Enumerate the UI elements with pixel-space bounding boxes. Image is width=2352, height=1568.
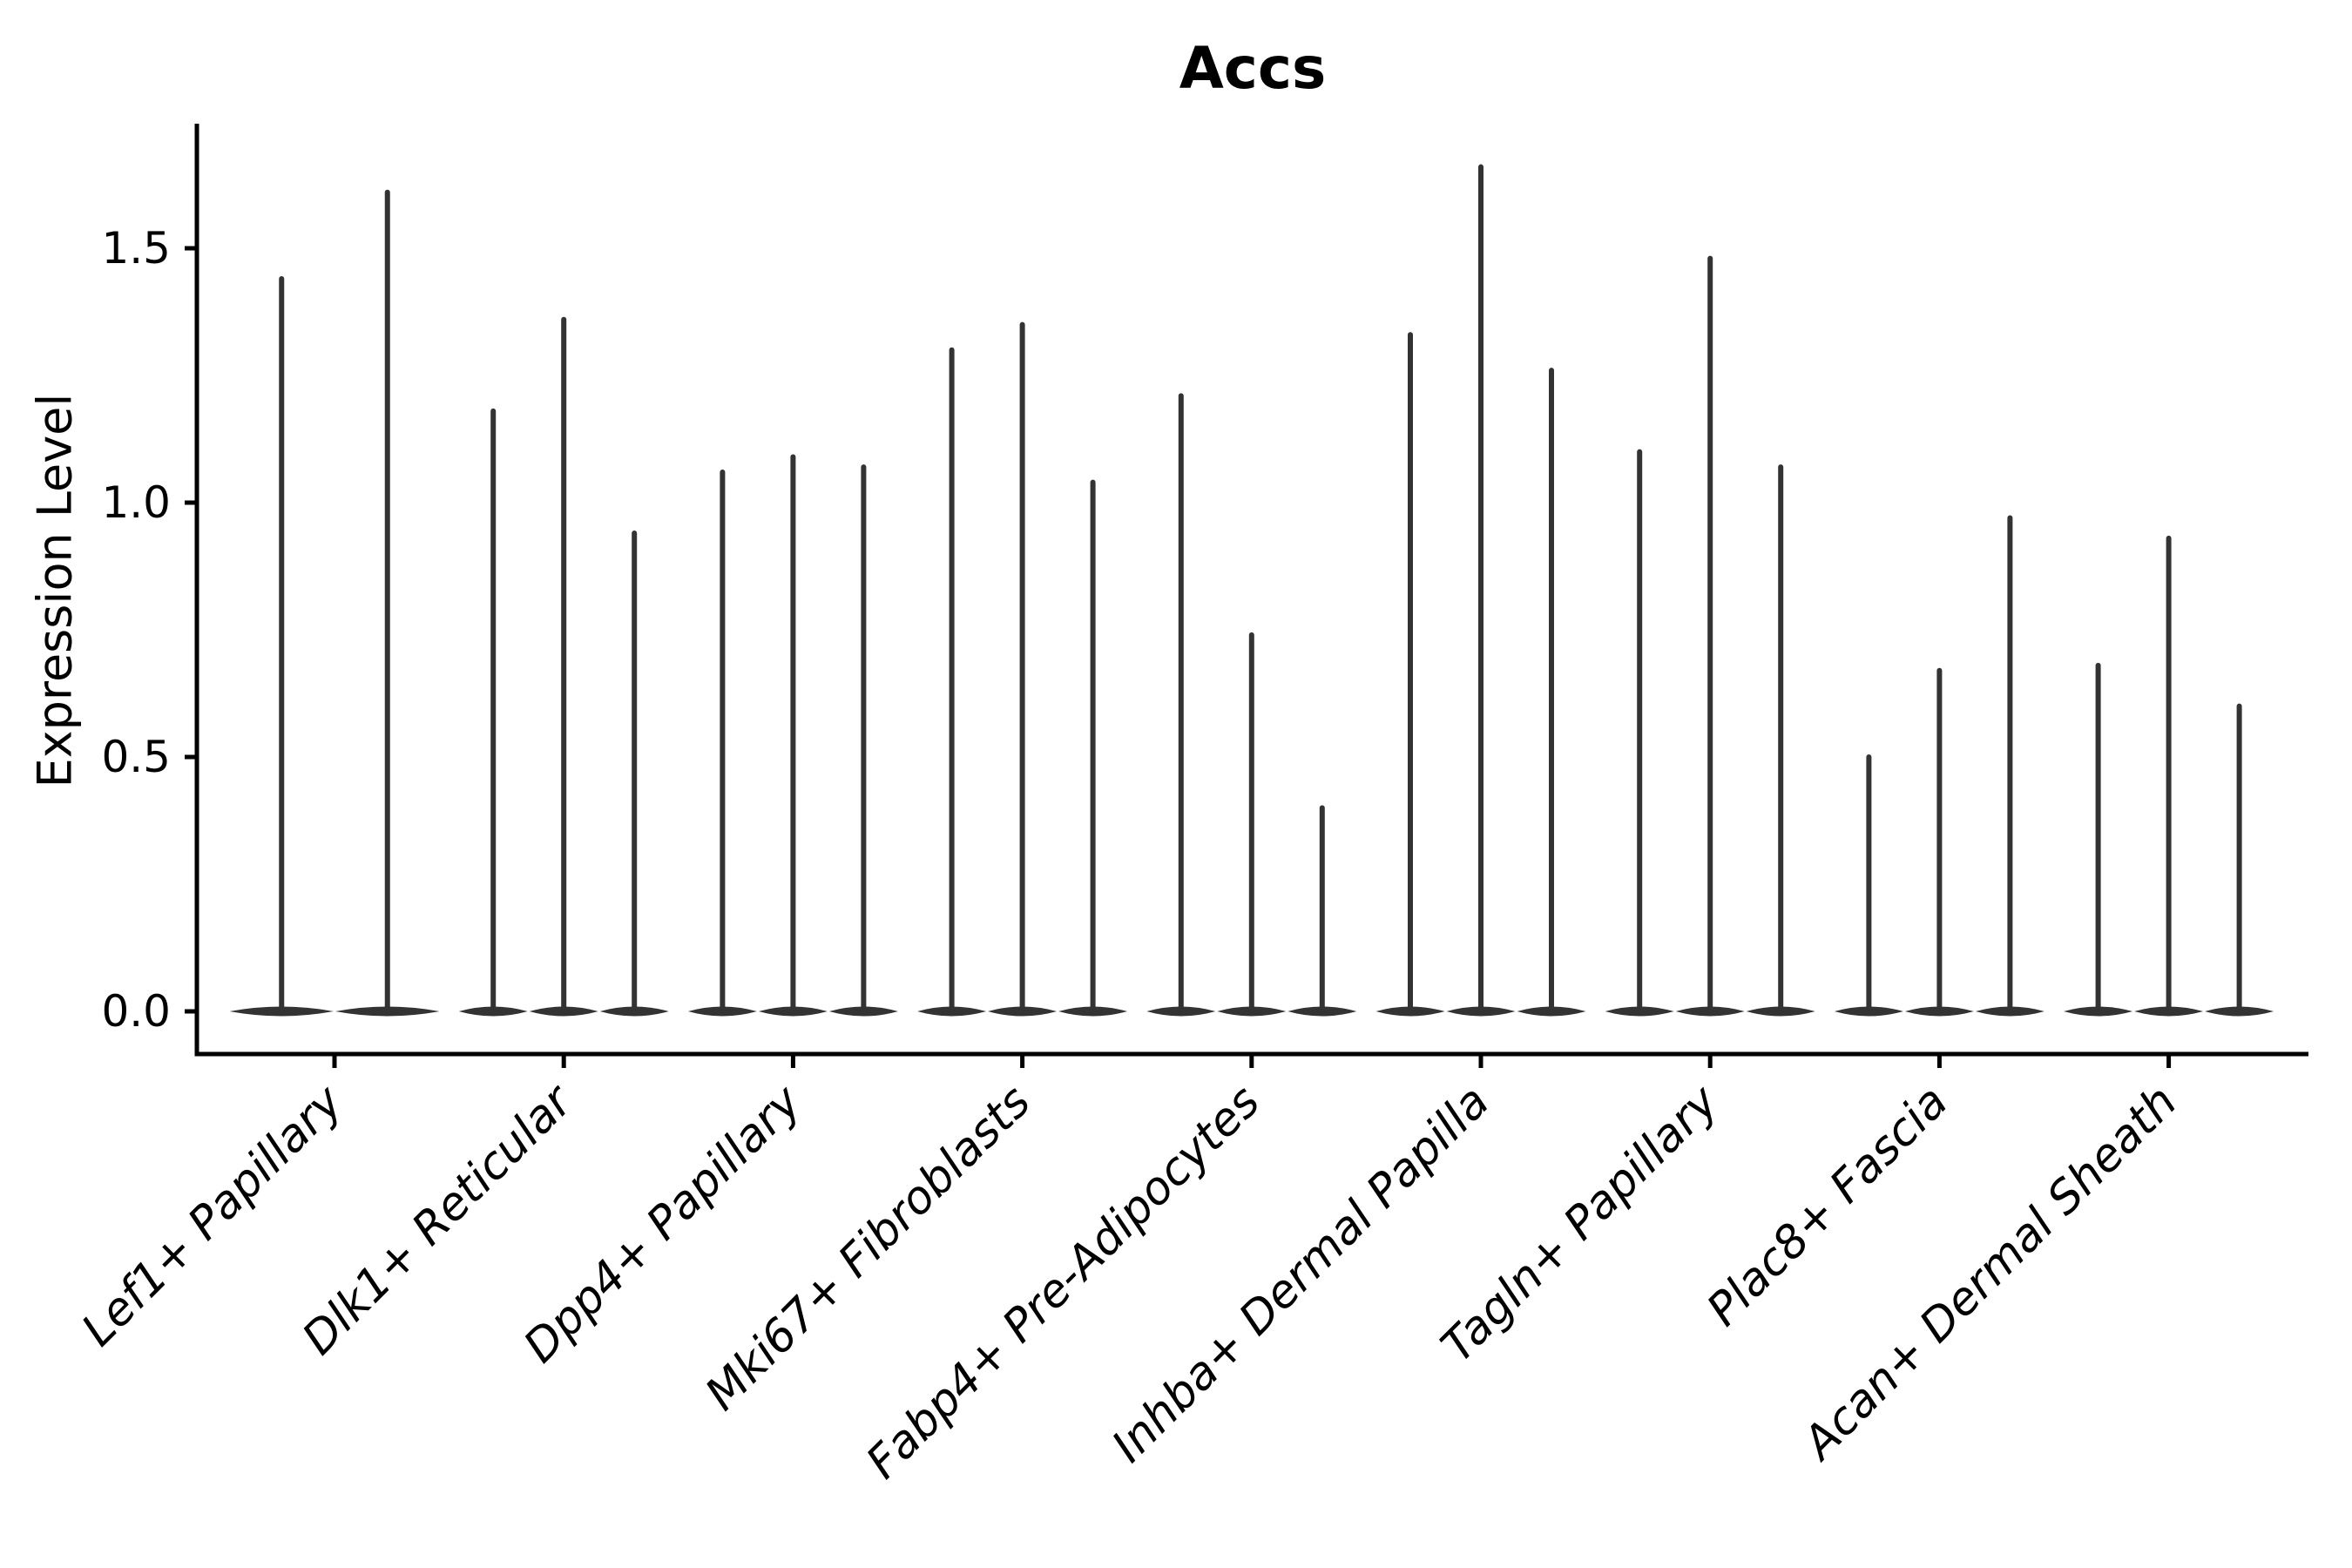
y-tick-label: 0.5	[101, 732, 171, 782]
x-tick-label: Inhba+ Dermal Papilla	[1102, 1076, 1499, 1473]
y-axis-label: Expression Level	[27, 393, 83, 788]
y-tick-label: 0.0	[101, 986, 171, 1037]
x-tick-label: Fabp4+ Pre-Adipocytes	[856, 1076, 1270, 1490]
y-tick-label: 1.5	[101, 223, 171, 274]
y-tick-label: 1.0	[101, 477, 171, 528]
chart-title: Accs	[1179, 35, 1327, 102]
x-tick-label: Plac8+ Fascia	[1697, 1076, 1957, 1336]
x-tick-label: Acan+ Dermal Sheath	[1792, 1076, 2187, 1471]
